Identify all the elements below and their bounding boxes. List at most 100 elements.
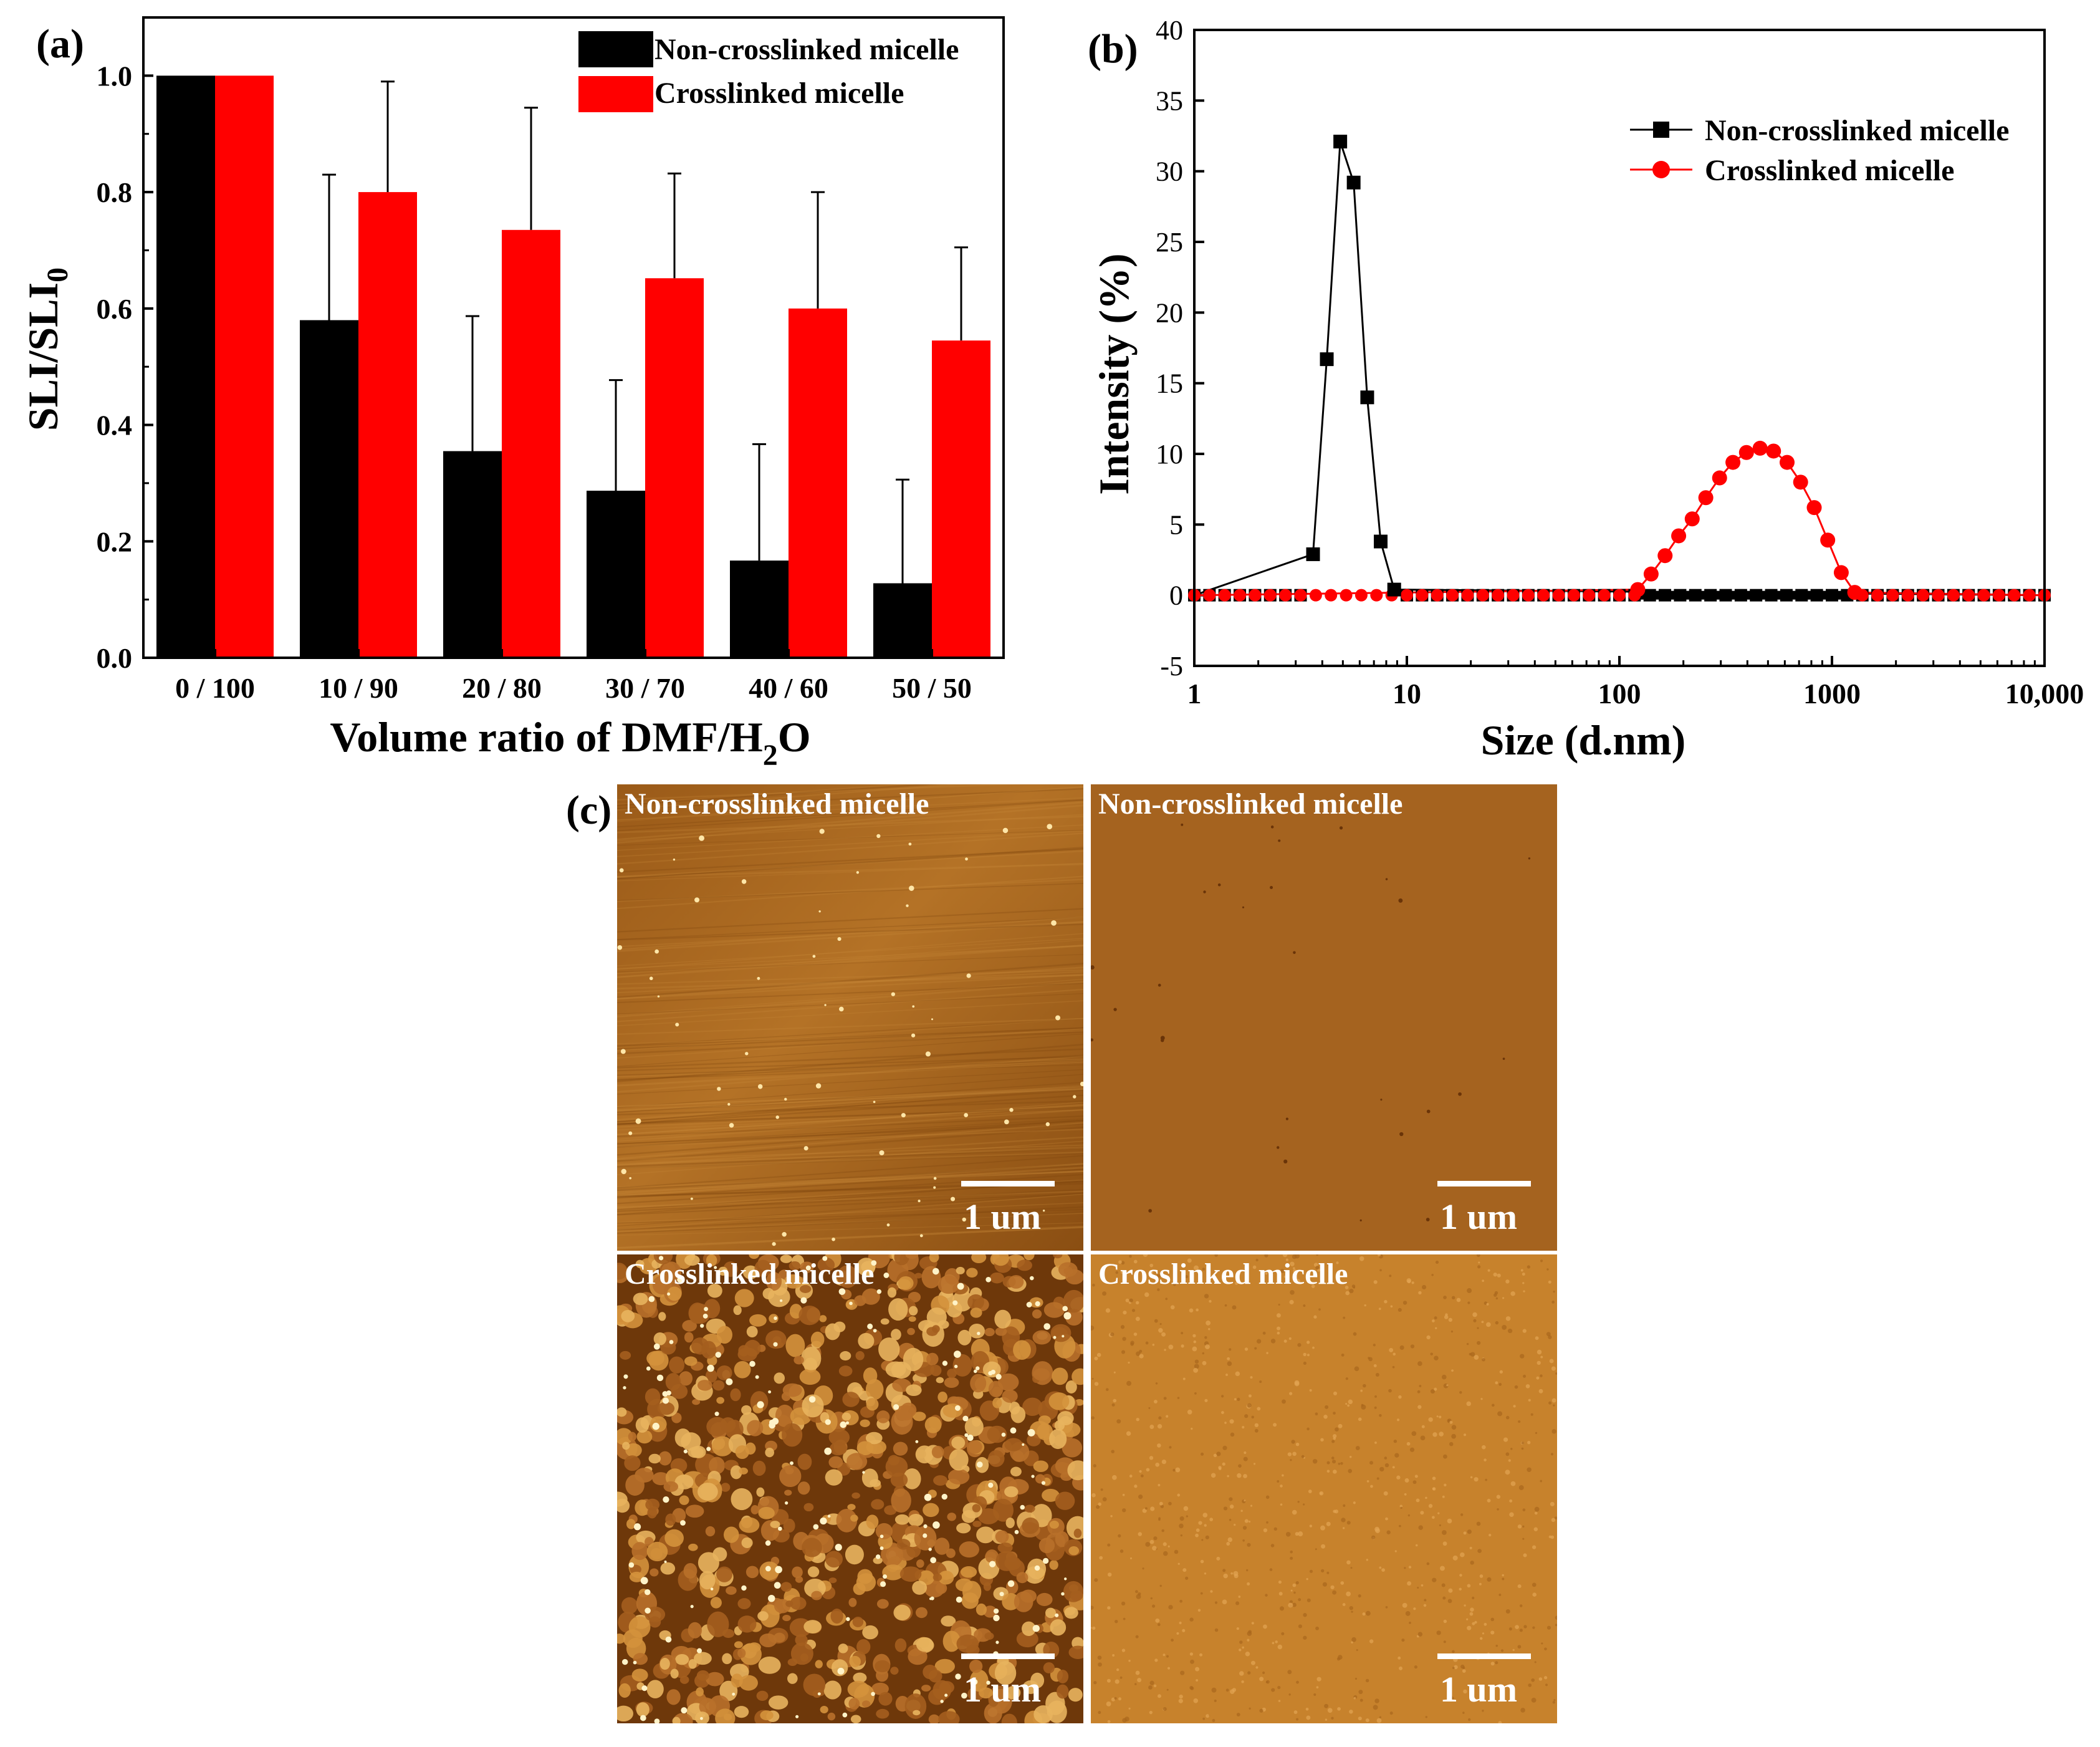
afm-streak <box>617 1082 1083 1113</box>
afm-speck <box>1241 1680 1244 1683</box>
afm-grain <box>913 1412 926 1422</box>
afm-speck <box>1406 1278 1412 1283</box>
afm-particle <box>818 910 821 913</box>
bar-noncrosslinked <box>873 583 932 658</box>
afm-grain <box>1016 1572 1028 1584</box>
afm-speck <box>1522 1508 1526 1512</box>
afm-speck <box>1332 1590 1337 1595</box>
afm-speck <box>1439 1432 1444 1437</box>
afm-speck <box>1155 1618 1160 1623</box>
afm-speck <box>1398 1395 1402 1399</box>
afm-speck <box>1419 1385 1422 1387</box>
afm-grain <box>842 1392 860 1407</box>
afm-speck <box>1520 1708 1525 1713</box>
afm-grain <box>828 1577 837 1584</box>
afm-speck <box>1121 1350 1126 1354</box>
afm-grain <box>739 1675 758 1691</box>
afm-highlight <box>704 1307 708 1311</box>
afm-speck <box>1477 1340 1481 1345</box>
afm-speck <box>1237 1473 1242 1478</box>
afm-speck <box>1373 1364 1377 1367</box>
afm-speck <box>1243 1456 1248 1461</box>
afm-streak <box>617 1107 1083 1128</box>
afm-speck <box>1259 1677 1264 1682</box>
afm-speck <box>1551 1518 1556 1523</box>
afm-particle <box>1385 878 1388 880</box>
marker-crosslinked-zero <box>1507 589 1520 602</box>
afm-grain <box>891 1488 911 1513</box>
legend-label-b-crosslinked: Crosslinked micelle <box>1705 154 1954 187</box>
afm-speck <box>1508 1627 1512 1631</box>
afm-highlight <box>846 1617 850 1622</box>
afm-speck <box>1365 1718 1369 1723</box>
afm-particle <box>649 976 653 981</box>
afm-grain <box>900 1402 917 1418</box>
afm-grain <box>1070 1590 1083 1601</box>
marker-crosslinked-zero <box>1552 589 1565 602</box>
afm-speck <box>1417 1587 1419 1589</box>
afm-streak <box>617 1104 1083 1136</box>
afm-grain <box>706 1254 717 1267</box>
afm-speck <box>1316 1254 1318 1256</box>
afm-speck <box>1216 1556 1220 1561</box>
afm-streak <box>617 784 906 805</box>
afm-speck <box>1290 1556 1293 1560</box>
marker-crosslinked <box>1725 455 1741 470</box>
afm-speck <box>1522 1525 1525 1528</box>
afm-speck <box>1282 1399 1286 1404</box>
afm-speck <box>1247 1542 1251 1547</box>
afm-speck <box>1118 1697 1121 1701</box>
afm-grain <box>646 1680 664 1699</box>
afm-grain <box>723 1526 739 1543</box>
marker-crosslinked <box>1684 511 1700 527</box>
afm-streak <box>617 1086 1083 1107</box>
bar-crosslinked <box>215 75 274 658</box>
afm-speck <box>1229 1419 1234 1424</box>
afm-grain <box>876 1599 889 1609</box>
afm-speck <box>1442 1596 1446 1600</box>
bar-crosslinked <box>645 278 704 658</box>
afm-speck <box>1459 1391 1462 1394</box>
marker-crosslinked-zero <box>1476 589 1489 602</box>
marker-crosslinked-zero <box>1871 589 1884 602</box>
afm-highlight <box>1022 1443 1025 1446</box>
afm-grain <box>1050 1324 1072 1342</box>
afm-speck <box>1400 1506 1402 1509</box>
afm-grain <box>699 1698 717 1716</box>
afm-grain <box>645 1388 661 1405</box>
afm-particle <box>873 1100 876 1104</box>
afm-grain <box>754 1259 772 1277</box>
afm-grain <box>817 1258 835 1273</box>
afm-streak <box>617 945 1083 970</box>
afm-speck <box>1370 1485 1373 1488</box>
afm-speck <box>1179 1694 1183 1699</box>
afm-particle <box>1528 857 1531 860</box>
afm-speck <box>1142 1567 1144 1570</box>
afm-grain <box>779 1465 802 1488</box>
afm-speck <box>1265 1594 1268 1597</box>
afm-grain <box>885 1456 908 1477</box>
afm-grain <box>620 1350 631 1360</box>
afm-speck <box>1404 1493 1407 1496</box>
afm-speck <box>1121 1261 1125 1265</box>
afm-grain <box>1005 1518 1015 1528</box>
afm-grain <box>1001 1713 1017 1723</box>
afm-speck <box>1369 1639 1374 1644</box>
afm-speck <box>1254 1347 1257 1350</box>
afm-speck <box>1303 1361 1307 1365</box>
afm-speck <box>1107 1572 1112 1577</box>
afm-grain <box>737 1648 746 1658</box>
afm-speck <box>1221 1395 1224 1398</box>
afm-speck <box>1435 1327 1437 1329</box>
afm-speck <box>1359 1256 1364 1261</box>
marker-crosslinked-zero <box>1567 589 1580 602</box>
afm-speck <box>1417 1632 1423 1637</box>
afm-grain <box>949 1448 969 1471</box>
afm-grain <box>914 1273 923 1279</box>
afm-streak <box>617 1018 1083 1047</box>
afm-speck <box>1158 1416 1162 1420</box>
afm-speck <box>1229 1348 1232 1351</box>
afm-particle <box>1217 883 1221 887</box>
afm-streak <box>617 1089 1083 1111</box>
afm-speck <box>1152 1604 1156 1608</box>
